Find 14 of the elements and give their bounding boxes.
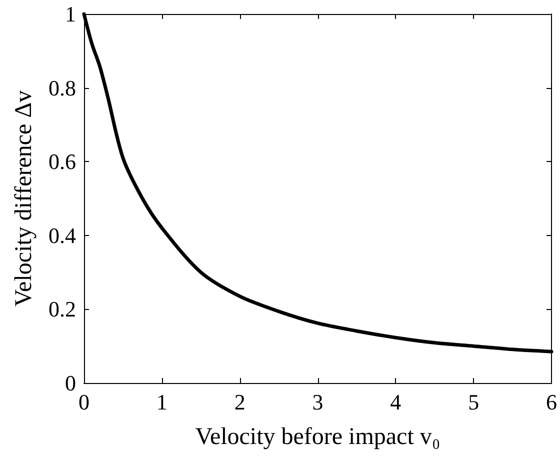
y-tick-label: 1 — [65, 2, 76, 26]
x-tick-label: 5 — [468, 390, 480, 414]
x-tick-label: 6 — [546, 390, 557, 414]
y-tick-label: 0.8 — [48, 75, 76, 100]
y-tick-label: 0.6 — [48, 149, 76, 174]
x-tick-label: 3 — [312, 390, 324, 414]
y-axis-title: Velocity difference Δv — [11, 90, 37, 307]
x-tick-label: 4 — [390, 390, 402, 414]
x-axis-title: Velocity before impact v₀ — [195, 424, 440, 450]
y-tick-label: 0.4 — [48, 222, 76, 248]
x-tick-label: 2 — [234, 390, 246, 414]
x-tick-label: 1 — [156, 390, 168, 414]
y-tick-label: 0.2 — [48, 296, 76, 322]
y-tick-label: 0 — [65, 370, 76, 396]
